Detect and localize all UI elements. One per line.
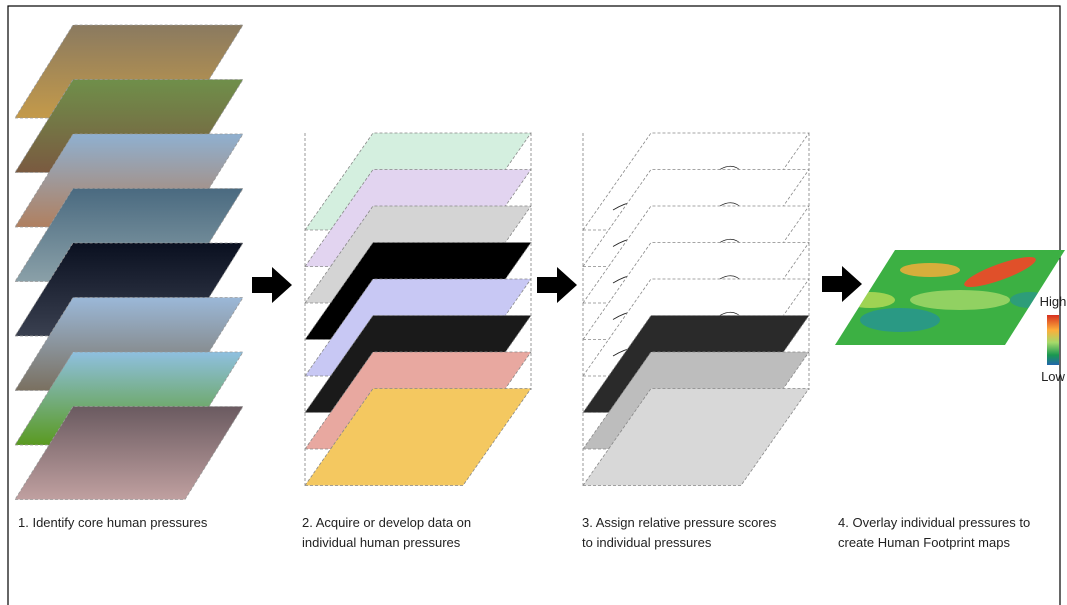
step-caption: 3. Assign relative pressure scores [582,515,777,530]
step-caption: 4. Overlay individual pressures to [838,515,1030,530]
legend-low: Low [1041,369,1065,384]
step-caption: 2. Acquire or develop data on [302,515,471,530]
arrow [252,267,292,303]
layer-stacks [15,25,809,500]
step-caption: to individual pressures [582,535,712,550]
colorbar [1047,315,1059,365]
arrow [537,267,577,303]
step-caption: 1. Identify core human pressures [18,515,208,530]
figure: High Low 1. Identify core human pressure… [0,0,1067,605]
step-caption: individual human pressures [302,535,461,550]
captions: 1. Identify core human pressures 2. Acqui… [18,515,1030,550]
arrow [822,266,862,302]
footprint-map: High Low [835,250,1066,384]
legend-high: High [1040,294,1067,309]
step-caption: create Human Footprint maps [838,535,1010,550]
